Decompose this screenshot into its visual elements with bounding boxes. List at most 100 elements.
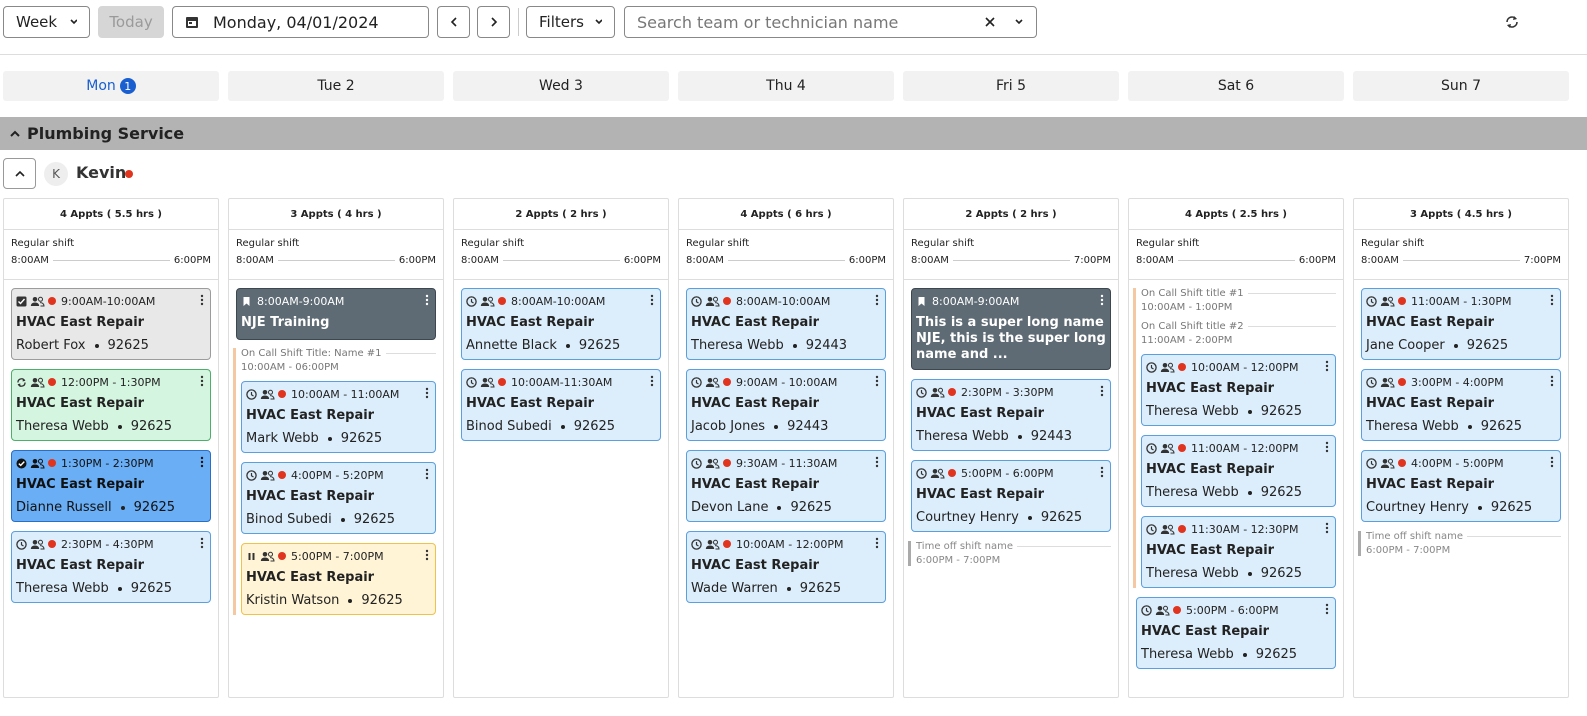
card-header: 11:00AM - 12:00PM xyxy=(1146,441,1331,455)
more-menu[interactable] xyxy=(1325,441,1329,457)
more-menu[interactable] xyxy=(1100,385,1104,401)
appointment-card[interactable]: 5:00PM - 6:00PM HVAC East Repair Theresa W… xyxy=(1136,597,1336,669)
day-tab[interactable]: Mon 1 xyxy=(3,71,219,101)
prev-icon xyxy=(450,17,457,27)
icon-part xyxy=(243,296,250,306)
more-menu[interactable] xyxy=(200,537,204,553)
appointment-card[interactable]: 11:00AM - 1:30PM HVAC East Repair Jane Coo… xyxy=(1361,288,1561,360)
icon-part xyxy=(260,470,275,480)
appointment-card[interactable]: 10:00AM - 12:00PM HVAC East Repair Wade Wa… xyxy=(686,531,886,603)
more-menu[interactable] xyxy=(1100,294,1104,310)
icon-part xyxy=(260,395,270,399)
icon-part xyxy=(1370,460,1374,466)
more-menu[interactable] xyxy=(875,294,879,310)
day-tab[interactable]: Thu 4 xyxy=(678,71,894,101)
more-menu[interactable] xyxy=(1325,360,1329,376)
appointment-card[interactable]: 10:00AM - 12:00PM HVAC East Repair Theresa… xyxy=(1141,354,1336,426)
appointment-card[interactable]: 12:00PM - 1:30PM HVAC East Repair Theresa … xyxy=(11,369,211,441)
today-button[interactable]: Today xyxy=(98,6,164,38)
more-menu[interactable] xyxy=(425,387,429,403)
clear-icon[interactable] xyxy=(984,16,996,28)
appointment-title: HVAC East Repair xyxy=(691,477,820,492)
icon-part xyxy=(650,302,654,306)
chevron-icon[interactable] xyxy=(1014,17,1024,27)
group-bar[interactable]: Plumbing Service xyxy=(0,117,1587,150)
status-dot xyxy=(723,459,731,467)
icon-part xyxy=(32,539,38,545)
more-menu[interactable] xyxy=(1550,456,1554,472)
appointment-card[interactable]: 5:00PM - 6:00PM HVAC East Repair Courtney … xyxy=(911,460,1111,532)
day-tab[interactable]: Sat 6 xyxy=(1128,71,1344,101)
appointment-card[interactable]: 11:30AM - 12:30PM HVAC East Repair Theresa… xyxy=(1141,516,1336,588)
appointment-card[interactable]: 2:30PM - 4:30PM HVAC East Repair Theresa W… xyxy=(11,531,211,603)
status-icon xyxy=(466,295,477,307)
day-column: 3 Appts ( 4.5 hrs ) Regular shift 8:00AM 7:… xyxy=(1353,198,1569,698)
appointment-card[interactable]: 2:30PM - 3:30PM HVAC East Repair Theresa W… xyxy=(911,379,1111,451)
icon-part xyxy=(488,296,493,302)
more-menu[interactable] xyxy=(1325,522,1329,538)
collapse-path xyxy=(10,130,20,137)
icon-part xyxy=(39,382,45,387)
more-menu[interactable] xyxy=(650,294,654,310)
more-menu[interactable] xyxy=(650,375,654,391)
day-tab[interactable]: Fri 5 xyxy=(903,71,1119,101)
search-box[interactable]: Search team or technician name xyxy=(624,6,1037,38)
prev-button[interactable] xyxy=(437,6,470,38)
appointment-card[interactable]: 1:30PM - 2:30PM HVAC East Repair Dianne Ru… xyxy=(11,450,211,522)
more-menu[interactable] xyxy=(1325,603,1329,619)
appointment-card[interactable]: 4:00PM - 5:00PM HVAC East Repair Courtney … xyxy=(1361,450,1561,522)
customer-name: Courtney Henry xyxy=(1366,500,1469,515)
date-picker[interactable]: Monday, 04/01/2024 xyxy=(172,6,429,38)
filters-button[interactable]: Filters xyxy=(526,6,615,38)
icon-part xyxy=(650,383,654,387)
appointment-card[interactable]: 8:00AM-9:00AM This is a super long name N… xyxy=(911,288,1111,370)
more-menu[interactable] xyxy=(1550,375,1554,391)
appointment-card[interactable]: 8:00AM-10:00AM HVAC East Repair Annette Bl… xyxy=(461,288,661,360)
appointment-card[interactable]: 8:00AM-9:00AM NJE Training xyxy=(236,288,436,340)
appointment-card[interactable]: 10:00AM-11:30AM HVAC East Repair Binod Sub… xyxy=(461,369,661,441)
icon-part xyxy=(1100,470,1104,474)
icon-part xyxy=(39,463,45,468)
refresh-icon[interactable] xyxy=(1504,14,1520,30)
appointment-time: 12:00PM - 1:30PM xyxy=(61,375,161,389)
view-select[interactable]: Week xyxy=(3,6,90,38)
appointment-card[interactable]: 9:00AM-10:00AM HVAC East Repair Robert Fox… xyxy=(11,288,211,360)
day-tab[interactable]: Tue 2 xyxy=(228,71,444,101)
card-header: 2:30PM - 4:30PM xyxy=(16,537,206,551)
appointment-time: 2:30PM - 4:30PM xyxy=(61,537,154,551)
more-menu[interactable] xyxy=(875,375,879,391)
more-menu[interactable] xyxy=(1100,466,1104,482)
customer-row: Theresa Webb 92443 xyxy=(916,429,1106,444)
customer-name: Jane Cooper xyxy=(1366,338,1445,353)
appointment-card[interactable]: 9:30AM - 11:30AM HVAC East Repair Devon La… xyxy=(686,450,886,522)
more-menu[interactable] xyxy=(875,537,879,553)
icon-part xyxy=(875,302,879,306)
appointment-card[interactable]: 8:00AM-10:00AM HVAC East Repair Theresa We… xyxy=(686,288,886,360)
appointment-card[interactable]: 3:00PM - 4:00PM HVAC East Repair Theresa W… xyxy=(1361,369,1561,441)
appointment-card[interactable]: 9:00AM - 10:00AM HVAC East Repair Jacob Jo… xyxy=(686,369,886,441)
icon-part xyxy=(425,468,429,480)
appointment-card[interactable]: 10:00AM - 11:00AM HVAC East Repair Mark We… xyxy=(241,381,436,453)
more-menu[interactable] xyxy=(200,375,204,391)
appointment-card[interactable]: 11:00AM - 12:00PM HVAC East Repair Theresa… xyxy=(1141,435,1336,507)
appointment-card[interactable]: 5:00PM - 7:00PM HVAC East Repair Kristin W… xyxy=(241,543,436,615)
shift-start: 8:00AM xyxy=(1361,255,1399,266)
more-menu[interactable] xyxy=(425,468,429,484)
more-menu[interactable] xyxy=(1550,294,1554,310)
collapse-button[interactable] xyxy=(3,158,36,189)
more-menu[interactable] xyxy=(200,456,204,472)
day-tab[interactable]: Wed 3 xyxy=(453,71,669,101)
icon-part xyxy=(1388,377,1393,383)
next-button[interactable] xyxy=(477,6,510,38)
more-menu[interactable] xyxy=(200,294,204,310)
more-menu[interactable] xyxy=(875,456,879,472)
separator xyxy=(560,424,565,429)
more-menu[interactable] xyxy=(425,549,429,565)
chevron-icon xyxy=(595,19,602,25)
more-menu[interactable] xyxy=(425,294,429,310)
icon-part xyxy=(1550,294,1554,306)
icon-part xyxy=(1550,302,1554,306)
appointment-card[interactable]: 4:00PM - 5:20PM HVAC East Repair Binod Sub… xyxy=(241,462,436,534)
zip-code: 92625 xyxy=(340,431,383,446)
day-tab[interactable]: Sun 7 xyxy=(1353,71,1569,101)
